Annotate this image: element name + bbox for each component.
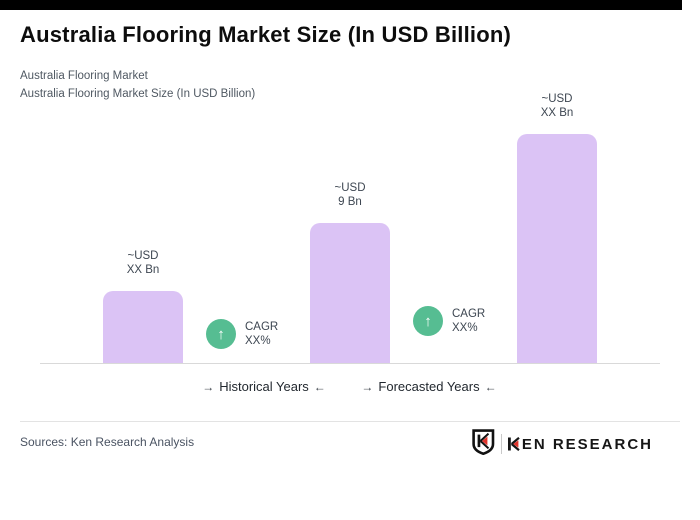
right-arrow-icon: → <box>202 380 215 394</box>
cagr-badge-1: ↑ CAGR XX% <box>206 319 278 349</box>
bar-2 <box>310 223 390 363</box>
x-group-label-2: → Forecasted Years ← <box>356 379 501 394</box>
logo-separator <box>500 434 502 454</box>
bar-1-value-label: ~USD XX Bn <box>126 250 160 276</box>
ken-research-logo: EN RESEARCH <box>472 428 653 460</box>
chart-subtitle: Australia Flooring Market Australia Floo… <box>20 67 255 103</box>
sources-note: Sources: Ken Research Analysis <box>20 435 195 449</box>
bar-3-value-label: ~USD XX Bn <box>540 93 574 119</box>
up-arrow-icon: ↑ <box>206 319 236 349</box>
left-arrow-icon: ← <box>313 380 326 394</box>
shield-k-logo-icon <box>472 428 495 460</box>
x-axis-line <box>40 363 660 364</box>
subtitle-line-1: Australia Flooring Market <box>20 70 148 82</box>
logo-k-icon <box>507 437 521 451</box>
bar-3 <box>517 134 597 363</box>
x-group-text: Historical Years <box>219 379 309 394</box>
cagr-badge-2: ↑ CAGR XX% <box>413 306 485 336</box>
top-accent-bar <box>0 0 682 10</box>
x-group-text: Forecasted Years <box>378 379 480 394</box>
cagr-label: CAGR XX% <box>452 308 486 334</box>
right-arrow-icon: → <box>361 380 374 394</box>
bar-1 <box>103 291 183 363</box>
page-title: Australia Flooring Market Size (In USD B… <box>20 22 512 47</box>
logo-wordmark-text: EN RESEARCH <box>521 435 653 453</box>
logo-wordmark: EN RESEARCH <box>507 435 653 453</box>
bar-2-value-label: ~USD 9 Bn <box>334 182 366 208</box>
up-arrow-icon: ↑ <box>413 306 443 336</box>
subtitle-line-2: Australia Flooring Market Size (In USD B… <box>20 88 256 100</box>
cagr-label: CAGR XX% <box>245 321 279 347</box>
left-arrow-icon: ← <box>484 380 497 394</box>
x-group-label-1: → Historical Years ← <box>197 379 331 394</box>
footer-divider <box>20 421 680 422</box>
